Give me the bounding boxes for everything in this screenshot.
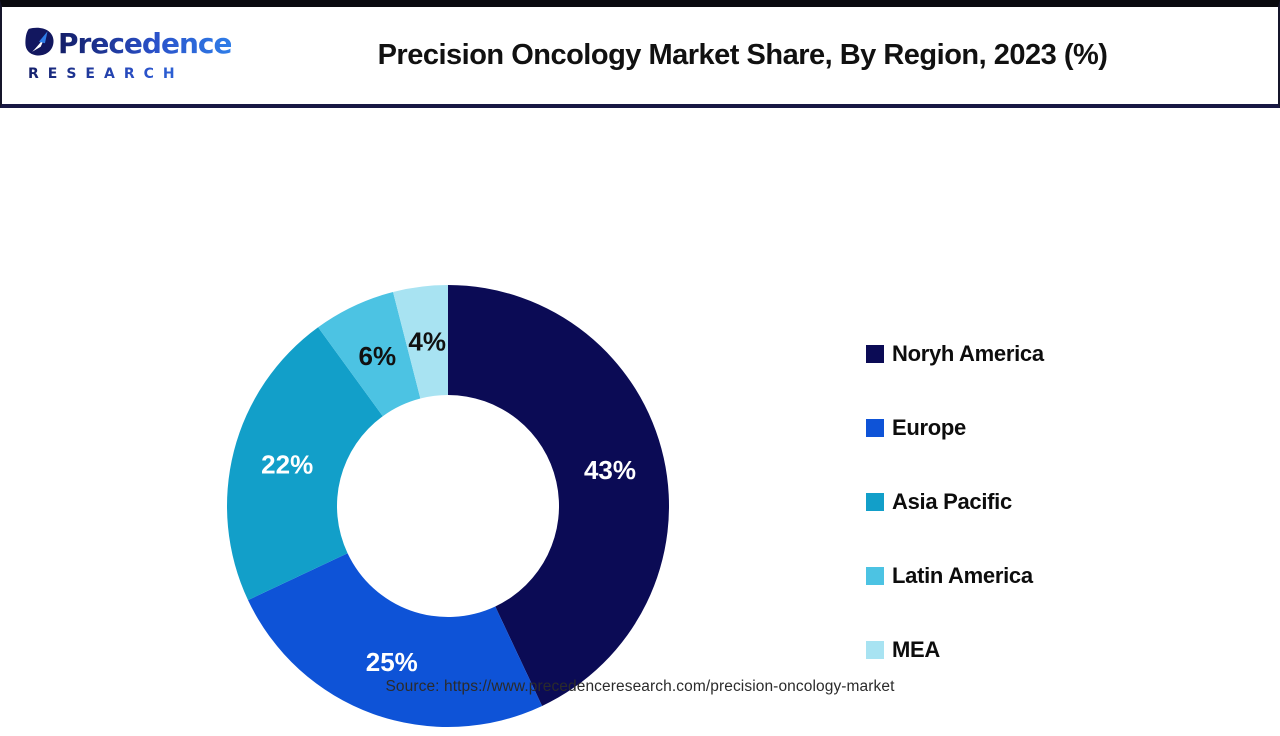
donut-chart: 43% 25% 22% 6% 4%: [226, 285, 670, 728]
legend-item-europe: Europe: [866, 415, 1044, 440]
slice-label-latin-america: 6%: [359, 341, 397, 371]
legend-swatch-mea: [866, 641, 884, 659]
slice-label-asia-pacific: 22%: [261, 450, 313, 480]
legend-item-mea: MEA: [866, 637, 1044, 662]
legend-label-mea: MEA: [892, 637, 940, 662]
legend-item-asia-pacific: Asia Pacific: [866, 489, 1044, 514]
legend-item-latin-america: Latin America: [866, 563, 1044, 588]
donut-slice-noryh-america: [448, 285, 670, 706]
donut-slice-latin-america: [318, 291, 421, 417]
footer: Source: https://www.precedenceresearch.c…: [0, 678, 1280, 696]
legend-swatch-asia-pacific: [866, 493, 884, 511]
donut-slice-mea: [393, 285, 448, 399]
slice-label-europe: 25%: [366, 647, 418, 677]
logo-row: Precedence: [22, 27, 237, 64]
legend-swatch-europe: [866, 419, 884, 437]
chart-area: 43% 25% 22% 6% 4% Noryh America Europe Asia Pa…: [0, 108, 1280, 728]
donut-slice-europe: [248, 553, 543, 728]
header: Precedence RESEARCH Precision Oncology M…: [0, 0, 1280, 108]
legend-label-asia-pacific: Asia Pacific: [892, 489, 1012, 514]
legend-label-noryh-america: Noryh America: [892, 341, 1044, 366]
logo-brand-text: Precedence: [58, 27, 232, 60]
brand-logo: Precedence RESEARCH: [2, 27, 237, 81]
donut-slice-asia-pacific: [226, 327, 383, 601]
legend-swatch-noryh-america: [866, 345, 884, 363]
title-wrap: Precision Oncology Market Share, By Regi…: [237, 39, 1278, 72]
leaf-icon: [25, 27, 54, 56]
chart-title: Precision Oncology Market Share, By Regi…: [377, 39, 1108, 71]
legend-label-europe: Europe: [892, 415, 966, 440]
legend: Noryh America Europe Asia Pacific Latin Ame…: [866, 341, 1044, 662]
legend-swatch-latin-america: [866, 567, 884, 585]
legend-item-noryh-america: Noryh America: [866, 341, 1044, 366]
legend-label-latin-america: Latin America: [892, 563, 1033, 588]
slice-label-noryh-america: 43%: [584, 455, 636, 485]
source-text: Source: https://www.precedenceresearch.c…: [385, 678, 895, 695]
slice-label-mea: 4%: [408, 326, 446, 356]
logo-sub-text: RESEARCH: [22, 67, 237, 81]
